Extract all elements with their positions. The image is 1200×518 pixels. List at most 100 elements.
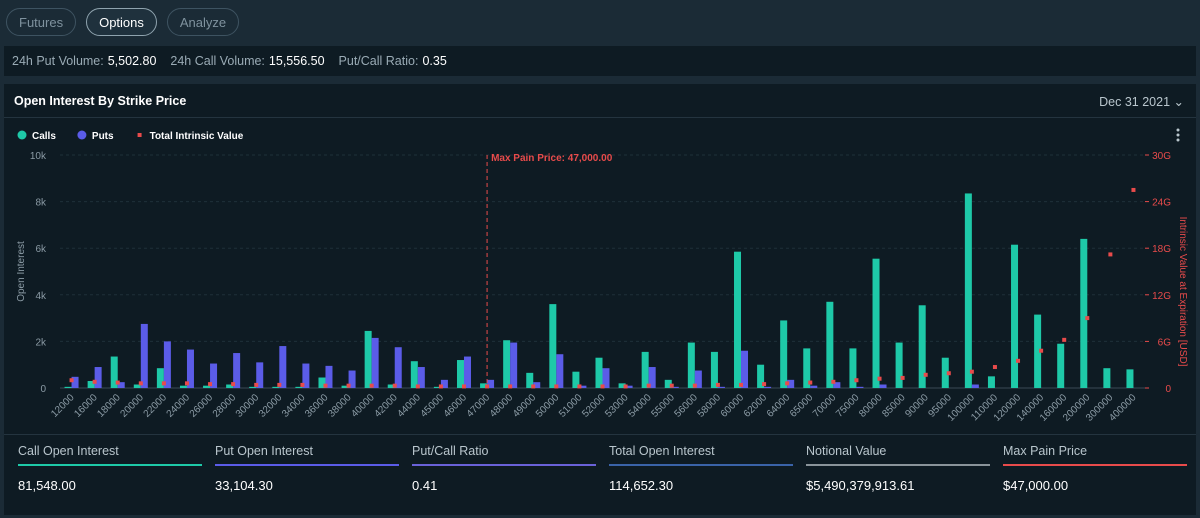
bar <box>440 379 448 388</box>
summary-label: Call Open Interest <box>18 444 202 466</box>
bar <box>579 385 587 388</box>
chart: 0 2k 4k 6k 8k 10k 0 6G 12G 18G 24G 30G Open Interest… <box>16 128 1188 424</box>
x-tick-label: 64000 <box>765 392 793 420</box>
point <box>531 384 536 389</box>
point <box>992 365 997 370</box>
bar <box>641 351 649 388</box>
bar <box>295 386 303 388</box>
summary-cell: Notional Value $5,490,379,913.61 <box>806 444 990 493</box>
x-tick-label: 58000 <box>696 392 724 420</box>
tab[interactable]: Analyze <box>166 8 240 36</box>
summary-cell: Put/Call Ratio 0.41 <box>412 444 596 493</box>
bar <box>572 371 580 388</box>
bar <box>1080 238 1088 388</box>
y-axis-title: Open Interest <box>16 241 27 302</box>
bar <box>203 385 211 388</box>
bar <box>410 361 418 388</box>
summary-value: 33,104.30 <box>215 478 273 493</box>
y2-tick-label: 18G <box>1152 244 1171 255</box>
x-tick-label: 38000 <box>326 392 354 420</box>
bar <box>318 377 326 388</box>
x-tick-label: 34000 <box>280 392 308 420</box>
bar <box>803 348 811 388</box>
point <box>323 383 328 388</box>
x-tick-label: 20000 <box>118 392 146 420</box>
bar <box>1126 369 1134 388</box>
legend-item[interactable]: Calls <box>17 130 57 143</box>
bar <box>325 365 333 388</box>
legend-label: Total Intrinsic Value <box>150 131 244 142</box>
summary-label: Put Open Interest <box>215 444 399 466</box>
bar <box>694 370 702 388</box>
point <box>115 380 120 385</box>
x-tick-label: 85000 <box>880 392 908 420</box>
legend-marker <box>77 130 87 140</box>
separator <box>4 434 1196 435</box>
point <box>138 381 143 386</box>
bar <box>879 384 887 388</box>
tab[interactable]: Futures <box>6 8 77 36</box>
x-tick-label: 80000 <box>857 392 885 420</box>
summary-label: Put/Call Ratio <box>412 444 596 466</box>
x-tick-label: 30000 <box>234 392 262 420</box>
legend-item[interactable]: Total Intrinsic Value <box>137 131 244 142</box>
point <box>300 382 305 387</box>
point <box>184 381 189 386</box>
point <box>808 380 813 385</box>
tabs: Futures Options Analyze <box>6 8 240 36</box>
point <box>831 379 836 384</box>
legend-label: Calls <box>32 131 56 142</box>
stat-value: 0.35 <box>422 54 447 68</box>
bar <box>918 305 926 388</box>
bar <box>256 362 264 388</box>
bar <box>417 367 425 388</box>
bar <box>71 376 79 388</box>
bar <box>856 386 864 388</box>
summary-cell: Total Open Interest 114,652.30 <box>609 444 793 493</box>
summary: Call Open Interest 81,548.00 Put Open Int… <box>18 444 1187 493</box>
point <box>946 371 951 376</box>
bar <box>64 386 72 388</box>
x-tick-label: 53000 <box>603 392 631 420</box>
point <box>762 382 767 387</box>
x-tick-label: 54000 <box>626 392 654 420</box>
point <box>669 383 674 388</box>
summary-value: $5,490,379,913.61 <box>806 478 915 493</box>
bar <box>895 342 903 388</box>
bar <box>872 258 880 388</box>
point <box>1039 348 1044 353</box>
bar <box>833 382 841 388</box>
date-select[interactable]: Dec 31 2021 ⌄ <box>1099 95 1184 109</box>
point <box>646 383 651 388</box>
point <box>392 383 397 388</box>
bar <box>394 347 402 388</box>
x-tick-label: 55000 <box>649 392 677 420</box>
point <box>1085 316 1090 321</box>
bar <box>249 386 257 388</box>
bar <box>179 385 187 388</box>
bar <box>117 382 125 388</box>
summary-value: 81,548.00 <box>18 478 76 493</box>
bar <box>964 193 972 388</box>
y-tick-label: 8k <box>35 198 47 209</box>
bar <box>734 251 742 388</box>
summary-label: Max Pain Price <box>1003 444 1187 466</box>
bar <box>94 367 102 388</box>
tab[interactable]: Options <box>86 8 157 36</box>
x-tick-label: 16000 <box>72 392 100 420</box>
bar <box>1011 244 1019 388</box>
bar <box>757 364 765 388</box>
bar <box>826 301 834 388</box>
bar <box>1103 368 1111 388</box>
bar <box>602 368 610 388</box>
x-tick-label: 36000 <box>303 392 331 420</box>
stat-value: 5,502.80 <box>107 54 157 68</box>
y2-axis-title: Intrinsic Value at Expiration [USD] <box>1177 217 1188 367</box>
legend-marker <box>17 130 27 140</box>
menu[interactable] <box>1176 128 1180 142</box>
x-tick-label: 50000 <box>534 392 562 420</box>
summary-label: Notional Value <box>806 444 990 466</box>
legend-item[interactable]: Puts <box>77 130 114 143</box>
max-pain-label: Max Pain Price: 47,000.00 <box>491 153 613 164</box>
bar <box>741 350 749 388</box>
